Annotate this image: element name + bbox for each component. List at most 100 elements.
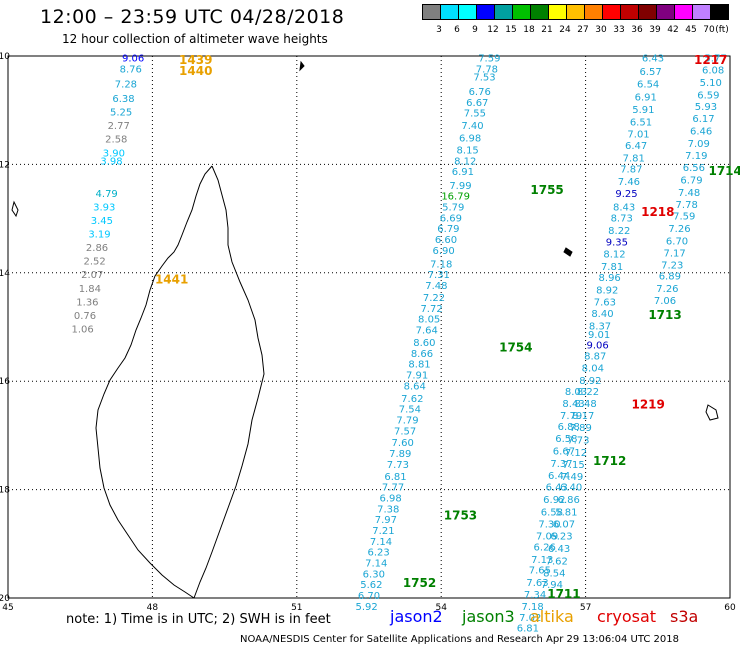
wave-height-value: 5.62 [360,580,382,591]
wave-height-value: 7.26 [656,284,678,295]
wave-height-value: 6.30 [363,569,385,580]
wave-height-value: 8.92 [596,285,618,296]
color-legend-label: 3 [436,25,442,35]
satellite-legend-item: s3a [670,607,699,626]
wave-height-value: 7.54 [399,405,421,416]
wave-height-value: 6.91 [452,167,474,178]
wave-height-value: 7.64 [416,326,438,337]
wave-height-value: 3.98 [100,156,122,167]
wave-height-value: 6.54 [637,79,659,90]
wave-height-value: 7.81 [623,154,645,165]
wave-height-value: 7.87 [620,165,642,176]
wave-height-value: 5.79 [442,202,464,213]
wave-height-value: 8.96 [599,273,621,284]
wave-height-value: 8.17 [572,411,594,422]
color-legend-label: 9 [472,25,478,35]
wave-height-value: 8.92 [579,376,601,387]
wave-height-value: 3.45 [91,216,113,227]
wave-height-value: 7.46 [618,177,640,188]
wave-height-value: 7.19 [685,151,707,162]
lon-tick-label: 48 [147,603,159,613]
wave-height-value: 6.17 [692,114,714,125]
wave-height-value: 6.70 [666,237,688,248]
wave-height-value: 3.93 [93,202,115,213]
color-legend-label: 42 [667,25,679,35]
map-frame [7,55,731,599]
wave-height-value: 6.81 [384,472,406,483]
wave-height-value: 6.67 [466,98,488,109]
pass-time-label: 1218 [641,205,674,219]
wave-height-value: 6.98 [459,134,481,145]
wave-height-value: 7.34 [524,590,546,601]
wave-height-value: 7.26 [668,224,690,235]
lon-tick-label: 54 [435,603,447,613]
wave-height-value: 1.36 [76,297,98,308]
wave-height-value: 5.91 [632,105,654,116]
wave-height-value: 7.63 [594,297,616,308]
wave-height-value: 6.59 [697,90,719,101]
satellite-legend-item: jason3 [462,607,515,626]
wave-height-value: 9.25 [615,189,637,200]
wave-height-value: 8.81 [408,360,430,371]
lat-tick-label: -12 [0,160,10,170]
comoros-island [11,200,19,218]
wave-height-value: 5.93 [695,102,717,113]
wave-height-value: 4.79 [96,189,118,200]
color-legend: 3 6 9 12 15 18 21 24 27 30 33 36 39 42 45 70 (ft) [422,4,729,37]
wave-height-value: 7.73 [567,436,589,447]
wave-height-value: 7.72 [420,304,442,315]
wave-height-value: 7.60 [392,438,414,449]
color-legend-label: 39 [649,25,661,35]
wave-height-value: 5.81 [555,508,577,519]
wave-height-value: 6.47 [625,141,647,152]
wave-height-value: 6.81 [517,624,539,635]
wave-height-value: 8.22 [608,226,630,237]
wave-height-value: 8.43 [562,399,584,410]
lat-tick-label: -18 [0,486,10,496]
wave-height-value: 6.44 [548,471,570,482]
wave-height-value: 6.43 [642,53,664,64]
wave-height-value: 6.57 [639,67,661,78]
color-legend-label: (ft) [715,25,729,35]
wave-height-value: 6.26 [534,542,556,553]
altimeter-tracks: 9.068.767.286.385.252.772.583.903.984.79… [71,53,726,634]
wave-height-value: 3.19 [88,230,110,241]
satellite-legend-item: altika [530,607,574,626]
color-legend-label: 33 [613,25,625,35]
pass-time-label: 1217 [694,53,727,67]
wave-height-value: 2.77 [108,121,130,132]
pass-time-label: 1713 [648,308,681,322]
wave-height-value: 7.40 [461,121,483,132]
wave-height-value: 9.01 [588,330,610,341]
color-legend-label: 12 [487,25,499,35]
wave-height-value: 7.73 [387,460,409,471]
wave-height-value: 5.77 [704,53,726,64]
pass-time-label: 1711 [547,587,580,601]
wave-height-value: 7.89 [570,423,592,434]
wave-height-value: 7.94 [541,580,563,591]
wave-height-value: 8.05 [418,315,440,326]
wave-height-value: 7.12 [565,448,587,459]
wave-height-value: 8.54 [543,568,565,579]
wave-height-value: 6.92 [543,495,565,506]
small-islet-2 [299,60,305,72]
map-grid [8,56,730,598]
wave-height-value: 6.89 [659,271,681,282]
lon-tick-label: 57 [580,603,591,613]
wave-height-value: 6.58 [541,508,563,519]
footer-credit: NOAA/NESDIS Center for Satellite Applica… [240,634,679,645]
wave-height-value: 7.31 [428,270,450,281]
wave-height-value: 6.70 [358,591,380,602]
wave-height-value: 5.10 [700,78,722,89]
wave-height-value: 7.77 [382,483,404,494]
wave-height-value: 7.48 [678,188,700,199]
wave-height-value: 6.51 [630,117,652,128]
wave-height-value: 8.22 [577,387,599,398]
wave-height-value: 1.06 [71,324,93,335]
color-legend-label: 6 [454,25,460,35]
wave-height-value: 7.57 [394,426,416,437]
color-legend-label: 30 [595,25,607,35]
wave-height-value: 7.23 [661,260,683,271]
